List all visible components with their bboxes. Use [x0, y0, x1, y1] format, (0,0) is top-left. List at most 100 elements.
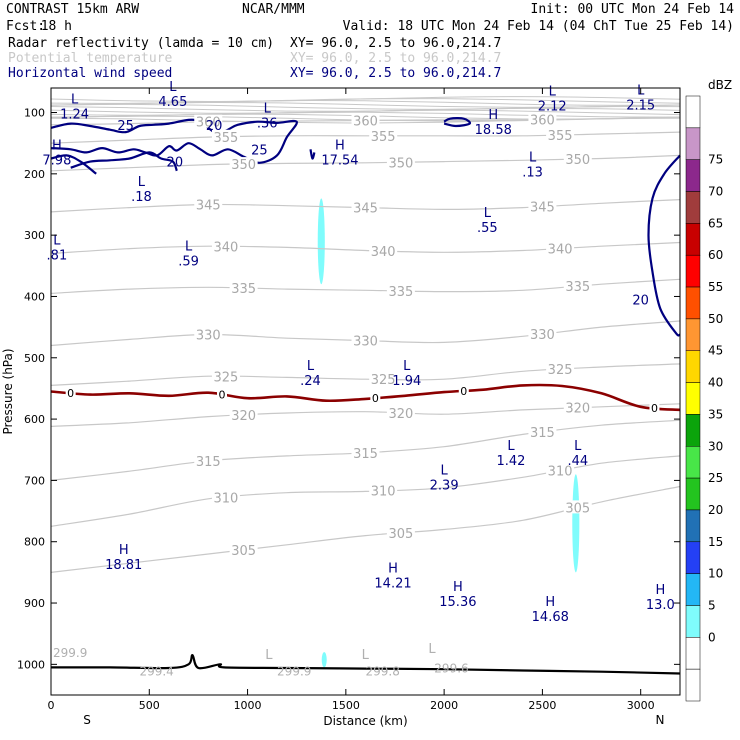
y-tick-label: 800 — [24, 536, 45, 549]
colorbar-level: 15 — [708, 535, 723, 549]
wind-label: 25 — [251, 143, 268, 158]
wind-label: 20 — [632, 294, 649, 309]
theta-label-bg — [563, 279, 592, 293]
theta-label-bg — [386, 155, 415, 169]
colorbar-swatch — [685, 254, 701, 288]
x-tick-label: 1500 — [332, 699, 360, 712]
theta-label: 360 — [353, 114, 378, 129]
colorbar-swatch — [685, 541, 701, 574]
theta-label: 335 — [231, 282, 256, 297]
field-xy: XY= 96.0, 2.5 to 96.0,214.7 — [290, 51, 501, 66]
theta-label: 345 — [530, 200, 555, 215]
colorbar-swatch — [685, 159, 701, 192]
freezing-label-bg — [65, 387, 76, 400]
extremum-high: H — [335, 138, 345, 153]
colorbar-swatch — [685, 191, 701, 224]
colorbar-level: 75 — [708, 153, 723, 167]
theta-contour-310 — [50, 455, 681, 527]
theta-label: 350 — [231, 158, 256, 173]
extremum-low: L — [441, 463, 449, 478]
colorbar-swatch — [685, 95, 701, 129]
colorbar-swatch — [685, 477, 701, 511]
colorbar-level: 20 — [708, 503, 723, 517]
freezing-label: 0 — [67, 387, 74, 400]
y-tick-label: 200 — [24, 168, 45, 181]
extremum-low: L — [138, 175, 146, 190]
theta-surface-low: L — [265, 648, 273, 663]
theta-label: 340 — [214, 240, 239, 255]
theta-label: 335 — [388, 285, 413, 300]
extremum-value: .13 — [522, 166, 543, 181]
y-tick-label: 700 — [24, 474, 45, 487]
y-tick-label: 300 — [24, 229, 45, 242]
theta-label: 325 — [548, 363, 573, 378]
theta-label-bg — [386, 525, 415, 539]
theta-label: 305 — [231, 544, 256, 559]
x-tick-label: 500 — [139, 699, 160, 712]
reflectivity-cell — [321, 652, 327, 668]
theta-label-bg — [546, 362, 575, 376]
theta-label: 330 — [353, 335, 378, 350]
extremum-value: .18 — [131, 190, 152, 205]
theta-label: 305 — [388, 527, 413, 542]
field-name: Radar reflectivity (lamda = 10 cm) — [8, 36, 274, 51]
theta-label: 330 — [530, 328, 555, 343]
extremum-high: H — [655, 583, 665, 598]
field-name: Horizontal wind speed — [8, 66, 172, 81]
theta-label: 315 — [530, 426, 555, 441]
field-xy: XY= 96.0, 2.5 to 96.0,214.7 — [290, 36, 501, 51]
freezing-label-bg — [649, 401, 660, 414]
colorbar-level: 65 — [708, 216, 723, 230]
theta-label-bg — [229, 542, 258, 556]
theta-label: 350 — [565, 153, 590, 168]
theta-label: 355 — [214, 131, 239, 146]
extremum-value: 4.65 — [158, 95, 187, 110]
theta-label-bg — [546, 463, 575, 477]
theta-label: 340 — [548, 242, 573, 257]
extremum-value: 7.98 — [42, 153, 71, 168]
extremum-low: L — [307, 359, 315, 374]
theta-label-bg — [194, 114, 223, 128]
wind-label: 25 — [117, 119, 134, 134]
theta-label: 360 — [530, 114, 555, 129]
theta-label: 315 — [353, 447, 378, 462]
x-tick-label: 0 — [48, 699, 55, 712]
theta-label: 350 — [388, 156, 413, 171]
extremum-value: 2.39 — [430, 478, 459, 493]
theta-label-bg — [229, 407, 258, 421]
theta-label-bg — [528, 425, 557, 439]
wind-label: 20 — [206, 119, 223, 134]
theta-label-bg — [528, 112, 557, 126]
colorbar-swatch — [685, 605, 701, 638]
wind-contour — [309, 149, 316, 160]
freezing-level-line — [50, 383, 681, 412]
extremum-value: .59 — [178, 255, 199, 270]
extremum-value: .81 — [47, 248, 68, 263]
extremum-low: L — [264, 102, 272, 117]
colorbar-level: 25 — [708, 471, 723, 485]
extremum-high: H — [545, 595, 555, 610]
colorbar-level: 45 — [708, 344, 723, 358]
theta-label-bg — [369, 128, 398, 142]
theta-label: 325 — [371, 373, 396, 388]
colorbar-swatch — [685, 286, 701, 320]
theta-surface-low: L — [362, 648, 370, 663]
colorbar-swatch — [685, 414, 701, 447]
colorbar-swatch — [685, 318, 701, 351]
wind-contour — [647, 154, 681, 337]
extremum-value: .55 — [477, 221, 498, 236]
y-tick-label: 100 — [24, 107, 45, 120]
freezing-label-bg — [370, 392, 381, 405]
theta-label: 345 — [353, 202, 378, 217]
extremum-value: 2.15 — [626, 98, 655, 113]
extremum-value: 1.94 — [392, 374, 421, 389]
extremum-high: H — [388, 562, 398, 577]
colorbar-swatch — [685, 127, 701, 160]
theta-label-bg — [563, 500, 592, 514]
extremum-low: L — [484, 206, 492, 221]
y-tick-label: 900 — [24, 597, 45, 610]
colorbar-swatch — [685, 382, 701, 415]
theta-label: 355 — [371, 130, 396, 145]
theta-label: 325 — [214, 370, 239, 385]
theta-label-bg — [528, 199, 557, 213]
